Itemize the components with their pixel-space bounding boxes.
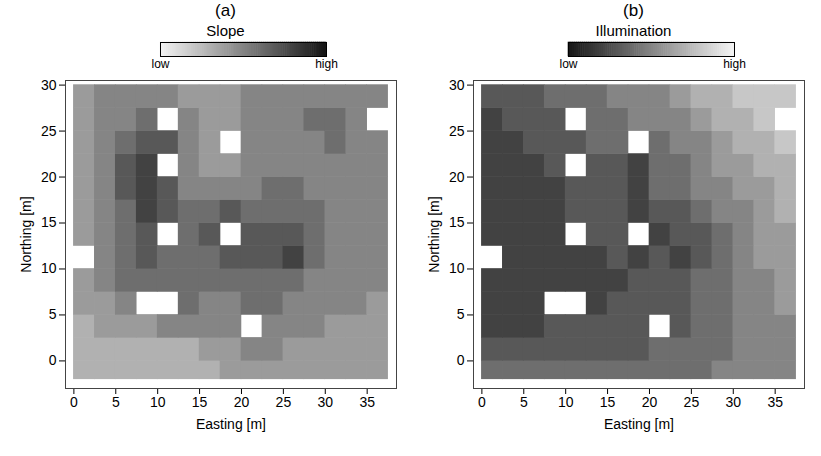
svg-text:Easting [m]: Easting [m] [604, 416, 674, 432]
svg-text:25: 25 [684, 394, 700, 410]
svg-text:0: 0 [49, 352, 57, 368]
svg-text:25: 25 [449, 123, 465, 139]
svg-text:10: 10 [558, 394, 574, 410]
svg-text:5: 5 [520, 394, 528, 410]
svg-text:Northing [m]: Northing [m] [426, 196, 442, 272]
svg-text:20: 20 [449, 169, 465, 185]
svg-text:25: 25 [41, 123, 57, 139]
svg-text:low: low [151, 57, 169, 71]
svg-text:20: 20 [234, 394, 250, 410]
svg-text:20: 20 [41, 169, 57, 185]
svg-text:30: 30 [41, 77, 57, 93]
svg-text:high: high [723, 57, 746, 71]
svg-text:high: high [315, 57, 338, 71]
svg-text:10: 10 [150, 394, 166, 410]
svg-text:5: 5 [457, 306, 465, 322]
svg-text:25: 25 [276, 394, 292, 410]
svg-text:30: 30 [725, 394, 741, 410]
svg-text:30: 30 [449, 77, 465, 93]
svg-text:15: 15 [449, 214, 465, 230]
svg-text:10: 10 [449, 260, 465, 276]
svg-text:5: 5 [49, 306, 57, 322]
svg-text:20: 20 [642, 394, 658, 410]
html-text:Illumination: Illumination [595, 22, 672, 39]
svg-text:Easting [m]: Easting [m] [196, 416, 266, 432]
svg-text:35: 35 [767, 394, 783, 410]
svg-text:5: 5 [112, 394, 120, 410]
svg-text:0: 0 [478, 394, 486, 410]
svg-text:Northing [m]: Northing [m] [18, 196, 34, 272]
svg-text:10: 10 [41, 260, 57, 276]
svg-text:35: 35 [359, 394, 375, 410]
svg-text:0: 0 [457, 352, 465, 368]
svg-text:15: 15 [41, 214, 57, 230]
svg-text:15: 15 [192, 394, 208, 410]
svg-text:15: 15 [600, 394, 616, 410]
svg-text:low: low [559, 57, 577, 71]
html-text:Slope: Slope [206, 22, 245, 39]
html-text:(b): (b) [623, 1, 644, 20]
html-text:(a): (a) [215, 1, 236, 20]
svg-text:30: 30 [317, 394, 333, 410]
svg-text:0: 0 [70, 394, 78, 410]
